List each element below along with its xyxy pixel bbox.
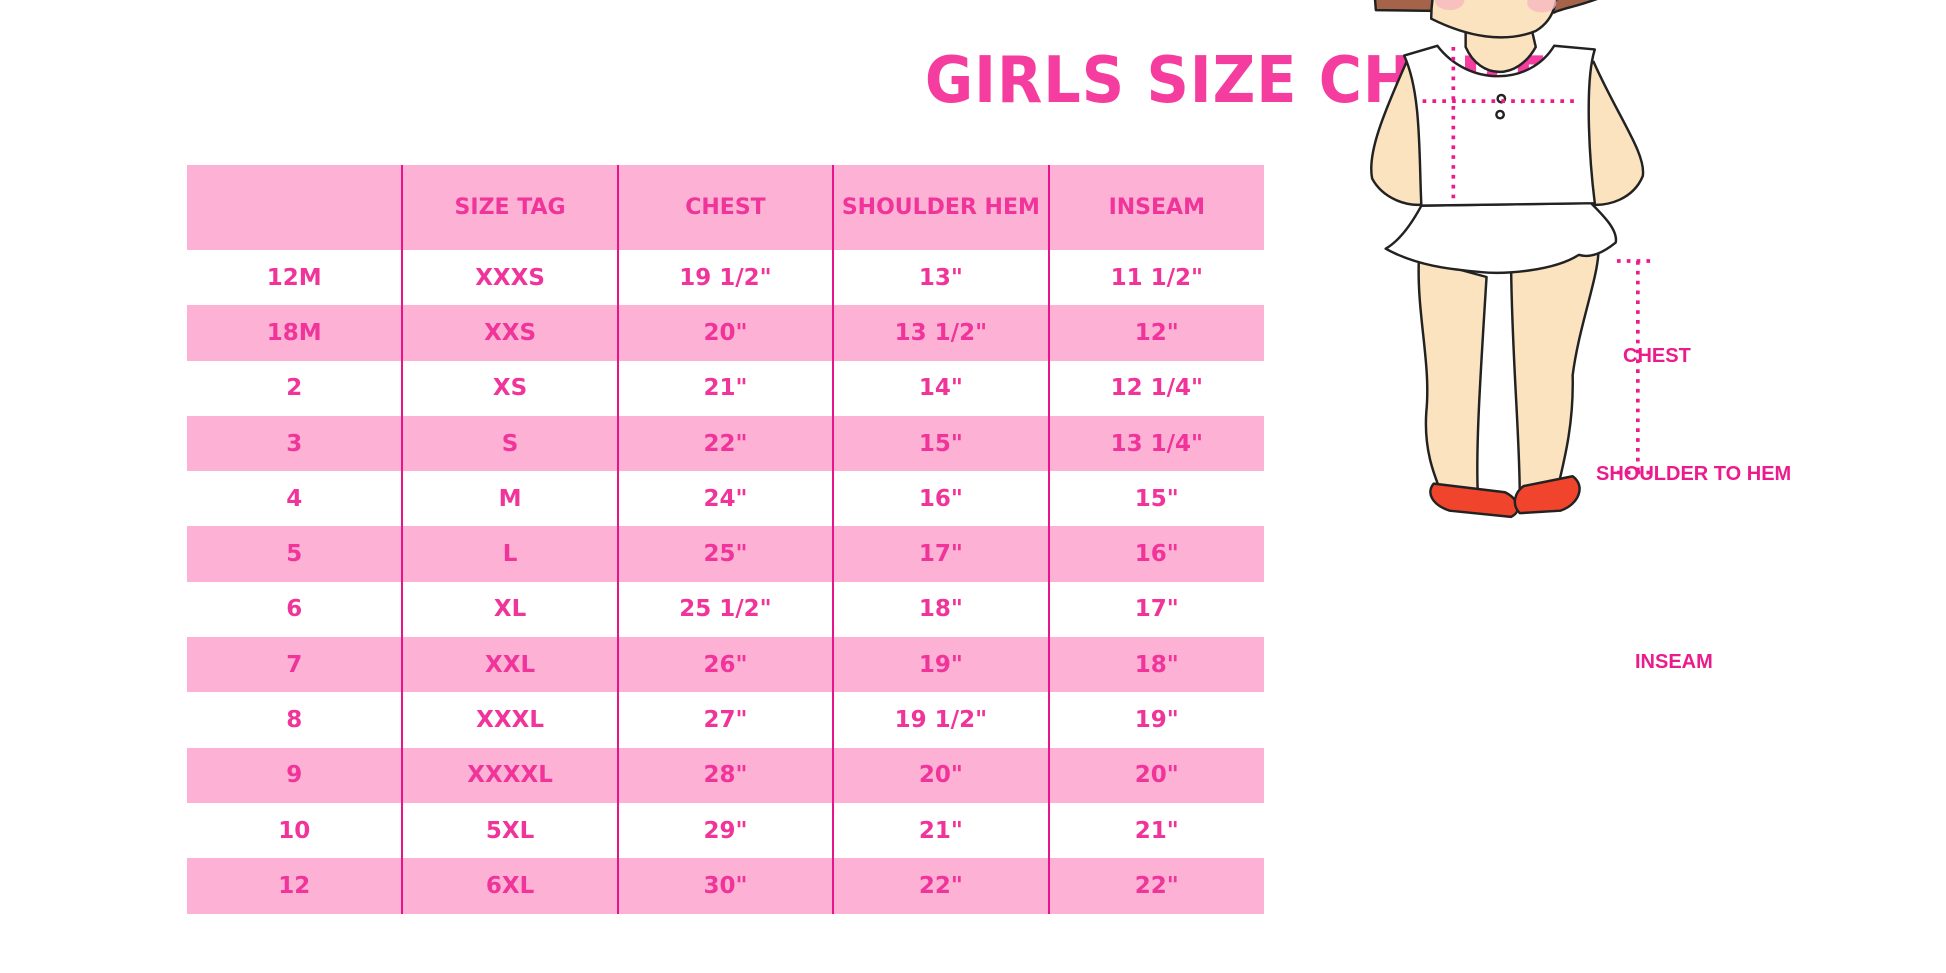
size-cell: 7 bbox=[187, 637, 403, 693]
value-cell: 22" bbox=[832, 858, 1049, 914]
header-cell: INSEAM bbox=[1047, 165, 1264, 250]
neck bbox=[1464, 29, 1537, 73]
table-row: 18M XXS 20" 13 1/2" 12" bbox=[187, 305, 1264, 361]
value-cell: 20" bbox=[616, 305, 834, 361]
value-cell: 15" bbox=[1047, 471, 1264, 527]
value-cell: 25" bbox=[616, 526, 834, 582]
value-cell: 18" bbox=[1047, 637, 1264, 693]
size-cell: 5 bbox=[187, 526, 403, 582]
table-row: 2 XS 21" 14" 12 1/4" bbox=[187, 360, 1264, 416]
value-cell: 19" bbox=[1047, 692, 1264, 748]
value-cell: 17" bbox=[832, 526, 1049, 582]
inseam-label: INSEAM bbox=[1635, 651, 1713, 673]
size-cell: 12 bbox=[187, 858, 403, 914]
right-leg bbox=[1509, 248, 1600, 498]
size-chart-table: SIZE TAG CHEST SHOULDER HEM INSEAM 12M XX… bbox=[187, 165, 1264, 914]
value-cell: 6XL bbox=[401, 858, 618, 914]
size-cell: 4 bbox=[286, 485, 303, 512]
left-leg bbox=[1417, 257, 1488, 498]
value-cell: 20" bbox=[1047, 747, 1264, 803]
value-cell: 25 1/2" bbox=[616, 581, 834, 638]
value-cell: 21" bbox=[1047, 802, 1264, 859]
table-row: 5 L 25" 17" 16" bbox=[187, 526, 1264, 582]
value-cell: XXXL bbox=[401, 692, 618, 748]
value-cell: XXS bbox=[401, 305, 618, 361]
table-row: 6 XL 25 1/2" 18" 17" bbox=[187, 581, 1264, 638]
table-row: 12 6XL 30" 22" 22" bbox=[187, 858, 1264, 914]
value-cell: 22" bbox=[616, 415, 834, 472]
size-cell: 18M bbox=[187, 305, 403, 361]
value-cell: 12" bbox=[1047, 305, 1264, 361]
size-cell: 8 bbox=[286, 707, 303, 734]
header-cell: SHOULDER HEM bbox=[832, 165, 1049, 250]
table-row: 3 S 22" 15" 13 1/4" bbox=[187, 415, 1264, 472]
value-cell: 11 1/2" bbox=[1047, 250, 1264, 306]
value-cell: 28" bbox=[616, 747, 834, 803]
value-cell: 19 1/2" bbox=[616, 250, 834, 306]
size-cell: 12M bbox=[266, 264, 322, 291]
table-row: 4 M 24" 16" 15" bbox=[187, 471, 1264, 527]
value-cell: 13" bbox=[832, 250, 1049, 306]
table-row: 12M XXXS 19 1/2" 13" 11 1/2" bbox=[187, 250, 1264, 306]
value-cell: 21" bbox=[832, 802, 1049, 859]
value-cell: XL bbox=[401, 581, 618, 638]
value-cell: XXL bbox=[401, 637, 618, 693]
value-cell: S bbox=[401, 415, 618, 472]
header-cell bbox=[187, 165, 403, 250]
face bbox=[1429, 0, 1558, 39]
table-row: 10 5XL 29" 21" 21" bbox=[187, 802, 1264, 859]
value-cell: 5XL bbox=[401, 802, 618, 859]
header-cell: CHEST bbox=[616, 165, 834, 250]
value-cell: 19 1/2" bbox=[832, 692, 1049, 748]
value-cell: 27" bbox=[616, 692, 834, 748]
value-cell: M bbox=[401, 471, 618, 527]
value-cell: XXXXL bbox=[401, 747, 618, 803]
value-cell: L bbox=[401, 526, 618, 582]
shoulder-to-hem-label: SHOULDER TO HEM bbox=[1596, 463, 1792, 485]
value-cell: 16" bbox=[832, 471, 1049, 527]
value-cell: 30" bbox=[616, 858, 834, 914]
value-cell: 17" bbox=[1047, 581, 1264, 638]
value-cell: 20" bbox=[832, 747, 1049, 803]
value-cell: 29" bbox=[616, 802, 834, 859]
size-cell: 6 bbox=[286, 596, 303, 623]
size-cell: 10 bbox=[278, 817, 311, 844]
table-row: 9 XXXXL 28" 20" 20" bbox=[187, 747, 1264, 803]
skirt bbox=[1384, 201, 1618, 275]
value-cell: 15" bbox=[832, 415, 1049, 472]
value-cell: 18" bbox=[832, 581, 1049, 638]
value-cell: 13 1/4" bbox=[1047, 415, 1264, 472]
value-cell: 19" bbox=[832, 637, 1049, 693]
value-cell: 16" bbox=[1047, 526, 1264, 582]
right-shoe bbox=[1513, 475, 1581, 515]
value-cell: XS bbox=[401, 360, 618, 416]
table-header-row: SIZE TAG CHEST SHOULDER HEM INSEAM bbox=[187, 165, 1264, 250]
table-row: 7 XXL 26" 19" 18" bbox=[187, 637, 1264, 693]
size-cell: 2 bbox=[286, 375, 303, 402]
chest-label: CHEST bbox=[1623, 345, 1691, 367]
value-cell: 21" bbox=[616, 360, 834, 416]
left-shoe bbox=[1429, 482, 1520, 519]
value-cell: 12 1/4" bbox=[1047, 360, 1264, 416]
value-cell: 13 1/2" bbox=[832, 305, 1049, 361]
size-cell: 3 bbox=[187, 415, 403, 472]
value-cell: XXXS bbox=[401, 250, 618, 306]
table-row: 8 XXXL 27" 19 1/2" 19" bbox=[187, 692, 1264, 748]
size-cell: 9 bbox=[187, 747, 403, 803]
value-cell: 24" bbox=[616, 471, 834, 527]
value-cell: 14" bbox=[832, 360, 1049, 416]
value-cell: 22" bbox=[1047, 858, 1264, 914]
header-cell: SIZE TAG bbox=[401, 165, 618, 250]
right-arm bbox=[1580, 60, 1645, 206]
value-cell: 26" bbox=[616, 637, 834, 693]
